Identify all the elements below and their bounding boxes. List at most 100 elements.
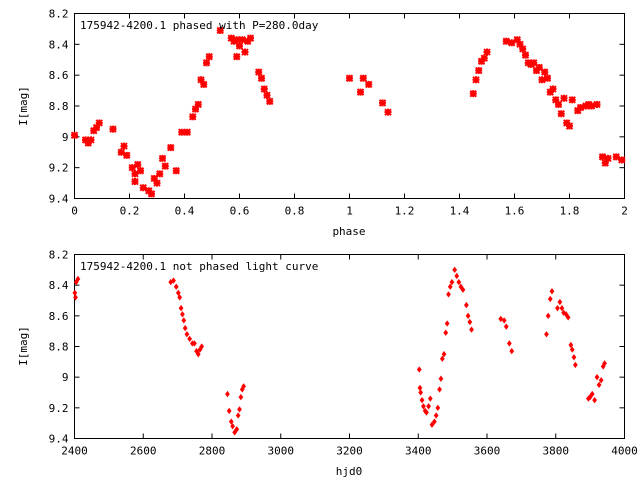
phased-data-point	[604, 154, 612, 163]
unphased-data-point	[230, 423, 235, 430]
phased-data-point	[513, 36, 521, 44]
phased-data-point	[158, 154, 167, 163]
unphased-y-tick-label: 8.2	[49, 249, 69, 262]
unphased-data-point	[75, 275, 81, 283]
phased-data-point	[521, 51, 530, 59]
unphased-data-point	[443, 329, 449, 336]
unphased-data-point	[225, 390, 230, 398]
unphased-data-point	[426, 403, 431, 410]
unphased-data-point	[452, 266, 458, 273]
phased-data-point	[255, 68, 263, 76]
phased-data-point	[568, 96, 576, 104]
phased-data-point	[205, 52, 213, 61]
unphased-data-point	[437, 386, 442, 393]
unphased-data-point	[589, 390, 595, 398]
unphased-data-point	[559, 305, 565, 312]
phased-data-point	[131, 177, 139, 186]
unphased-data-point	[187, 335, 193, 342]
phased-data-point	[246, 34, 255, 42]
unphased-x-tick-label: 4000	[611, 445, 638, 458]
unphased-data-point	[454, 272, 460, 280]
phased-x-tick-label: 0.8	[285, 205, 305, 218]
unphased-data-point	[432, 418, 437, 425]
phased-data-point	[543, 74, 552, 82]
phased-data-point	[359, 74, 367, 82]
unphased-data-point	[192, 340, 197, 347]
phased-data-point	[233, 36, 241, 44]
unphased-y-axis-label: I[mag]	[17, 326, 30, 366]
unphased-data-point	[446, 291, 451, 298]
phased-data-point	[508, 39, 516, 47]
phased-data-point	[266, 97, 274, 106]
unphased-x-tick-label: 2800	[199, 445, 226, 458]
phased-data-point	[161, 162, 169, 170]
phased-data-point	[530, 59, 538, 67]
phased-x-tick-label: 2	[621, 205, 628, 218]
unphased-data-point	[456, 278, 462, 286]
phased-data-point	[167, 143, 175, 152]
unphased-data-point	[238, 393, 244, 401]
unphased-data-point	[587, 393, 593, 401]
unphased-data-point	[509, 347, 515, 355]
phased-plot-ticks: 0 0.2 0.4 0.6 0.8 1 1.2 1.4 1.6 1.8 2 8.2 8.4 8.6 8.8 9…	[49, 8, 628, 218]
phased-data-point	[257, 74, 266, 82]
unphased-data-point	[435, 404, 441, 411]
unphased-data-point	[547, 295, 553, 303]
phased-data-point	[109, 125, 117, 133]
phased-data-point	[560, 94, 568, 102]
phased-data-point	[200, 80, 208, 89]
phased-data-point	[469, 89, 477, 98]
unphased-data-point	[467, 318, 473, 326]
phased-data-point	[70, 131, 79, 139]
unphased-data-point	[571, 354, 577, 361]
unphased-data-point	[447, 283, 453, 290]
phased-data-point	[549, 85, 557, 93]
phased-x-tick-label: 1.6	[505, 205, 525, 218]
phased-y-tick-label: 8.6	[49, 69, 69, 82]
phased-data-point	[576, 103, 585, 112]
unphased-data-point	[177, 294, 183, 301]
unphased-data-point	[592, 397, 597, 404]
phased-data-point	[235, 42, 244, 50]
phased-y-tick-label: 9	[62, 131, 69, 144]
unphased-data-point	[460, 286, 466, 293]
phased-data-point	[483, 48, 491, 56]
unphased-chart-title: 175942-4200.1 not phased light curve	[80, 260, 318, 273]
unphased-data-point	[195, 351, 201, 358]
phased-data-point	[598, 153, 607, 161]
phased-data-point	[197, 76, 205, 84]
unphased-data-point	[444, 320, 450, 327]
unphased-data-point	[498, 315, 504, 323]
unphased-data-point	[557, 298, 563, 306]
unphased-data-point	[234, 426, 240, 433]
phased-data-point	[136, 167, 145, 175]
unphased-data-point	[561, 309, 567, 316]
phased-x-axis-label: phase	[332, 225, 365, 238]
phased-x-tick-label: 0.2	[120, 205, 140, 218]
unphased-x-tick-label: 2400	[61, 445, 88, 458]
phased-data-point	[618, 156, 626, 164]
phased-data-point	[238, 36, 246, 44]
unphased-data-point	[438, 375, 444, 382]
unphased-data-point	[441, 351, 447, 358]
phased-data-point	[601, 159, 609, 167]
phased-data-point	[541, 68, 549, 76]
phased-data-point	[557, 110, 565, 118]
phased-data-point	[475, 66, 483, 75]
unphased-data-point	[419, 397, 425, 404]
phased-data-point	[178, 128, 186, 136]
unphased-plot-points	[72, 266, 607, 436]
unphased-data-point	[232, 429, 238, 436]
phased-data-point	[502, 37, 510, 45]
phased-data-point	[120, 142, 128, 150]
phased-y-tick-label: 8.4	[49, 38, 69, 51]
phased-chart-title: 175942-4200.1 phased with P=280.0day	[80, 19, 319, 32]
phased-data-point	[593, 100, 601, 109]
unphased-data-point	[549, 288, 555, 295]
phased-x-tick-label: 1.2	[395, 205, 415, 218]
unphased-x-tick-label: 3800	[543, 445, 570, 458]
phased-y-tick-label: 9.2	[49, 162, 69, 175]
phased-y-tick-label: 9.4	[49, 193, 69, 206]
phased-data-point	[565, 122, 574, 130]
